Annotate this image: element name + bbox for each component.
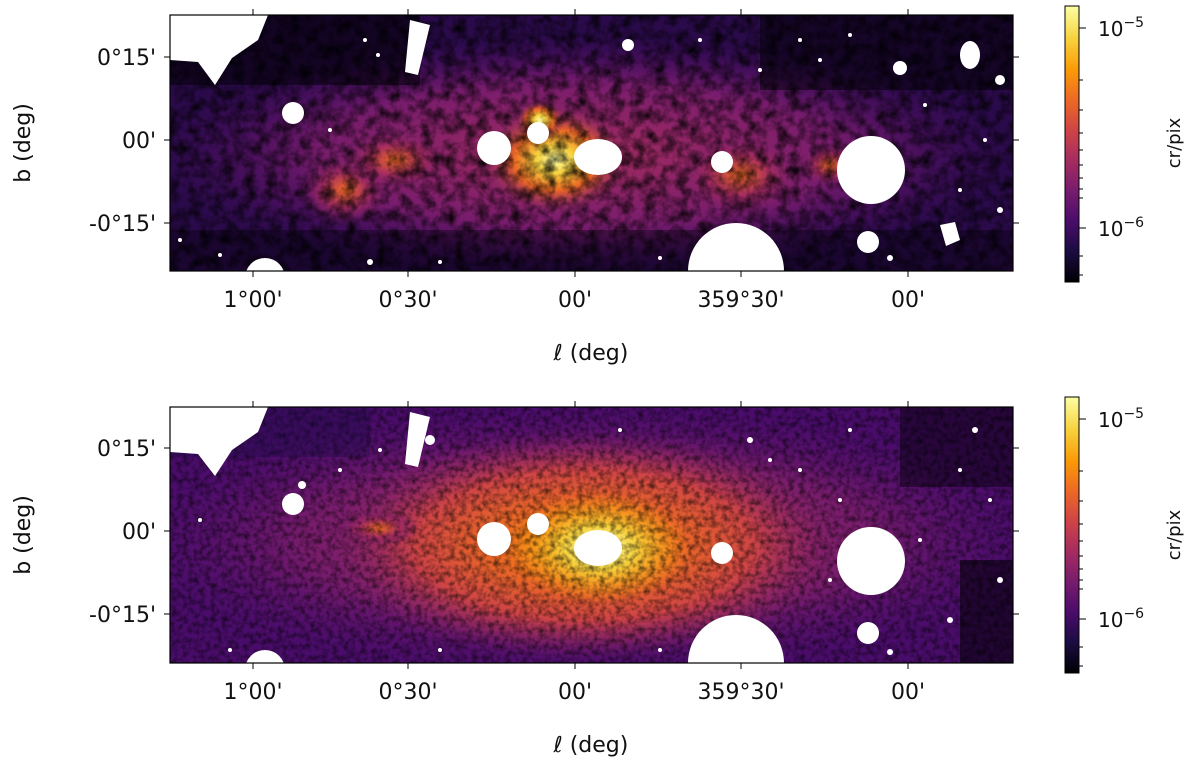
y-axis-label: b (deg) [11, 103, 36, 183]
x-tick-label: 0°30' [378, 680, 437, 705]
image-bottom [170, 407, 1013, 663]
colorbar-bottom: 10−5 10−6 cr/pix [1064, 396, 1185, 674]
panel-top: 1°00' 0°30' 00' 359°30' 00' 0°15' 00' -0… [11, 5, 1185, 366]
x-tick-label: 00' [891, 680, 925, 705]
axes-frame [169, 406, 1014, 664]
x-tick-label: 1°00' [223, 680, 282, 705]
x-tick-label: 359°30' [697, 680, 784, 705]
colorbar-tick-label: 10−5 [1098, 15, 1144, 41]
colorbar-label: cr/pix [1164, 509, 1185, 560]
x-axis-label: ℓ (deg) [553, 733, 629, 758]
x-axis-label: ℓ (deg) [553, 341, 629, 366]
colorbar-tick-label: 10−5 [1098, 406, 1144, 432]
y-tick-label: 0°15' [97, 437, 156, 462]
x-tick-label: 00' [558, 288, 592, 313]
y-tick-label: -0°15' [89, 603, 156, 628]
x-tick-label: 0°30' [378, 288, 437, 313]
colorbar-label: cr/pix [1164, 117, 1185, 168]
x-tick-label: 1°00' [223, 288, 282, 313]
y-tick-label: 0°15' [97, 46, 156, 71]
colorbar-top: 10−5 10−6 cr/pix [1064, 5, 1185, 283]
axes-frame [169, 14, 1014, 272]
y-tick-label: 00' [122, 520, 156, 545]
x-tick-label: 359°30' [697, 288, 784, 313]
colorbar-tick-label: 10−6 [1098, 215, 1144, 241]
x-tick-label: 00' [891, 288, 925, 313]
y-tick-label: -0°15' [89, 212, 156, 237]
x-tick-label: 00' [558, 680, 592, 705]
panel-bottom: 1°00' 0°30' 00' 359°30' 00' 0°15' 00' -0… [11, 396, 1185, 758]
y-tick-label: 00' [122, 129, 156, 154]
image-top [170, 15, 1013, 271]
y-axis-label: b (deg) [11, 495, 36, 575]
colorbar-tick-label: 10−6 [1098, 606, 1144, 632]
